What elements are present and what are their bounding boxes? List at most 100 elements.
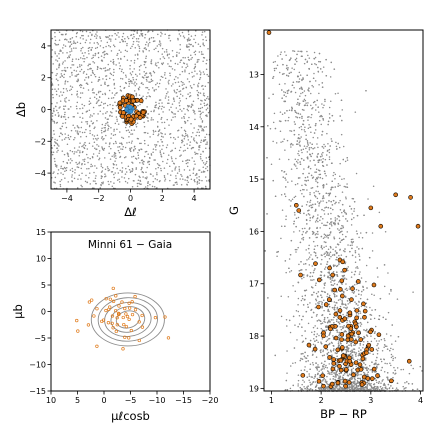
cmd-field-star (305, 147, 307, 150)
cmd-field-star (318, 192, 321, 195)
cmd-field-star (376, 267, 379, 269)
field-star (167, 81, 170, 83)
pm-member (117, 312, 121, 316)
cmd-field-star (289, 143, 292, 146)
cmd-field-star (295, 112, 298, 114)
field-star (88, 142, 91, 144)
cmd-field-star (357, 384, 360, 387)
cmd-field-star (339, 326, 341, 328)
field-star (76, 163, 79, 165)
cmd-field-star (341, 191, 344, 193)
cmd-field-star (357, 289, 360, 292)
field-star (86, 83, 89, 86)
cmd-field-star (300, 318, 303, 321)
field-star (87, 50, 90, 52)
field-star (139, 179, 141, 182)
field-star (153, 71, 156, 74)
cmd-field-star (314, 351, 316, 353)
field-star (148, 163, 151, 166)
field-star (56, 164, 58, 167)
field-star (152, 180, 155, 183)
cmd-field-star (320, 369, 322, 371)
cmd-field-star (314, 345, 317, 347)
field-star (58, 63, 61, 65)
field-star (155, 88, 157, 91)
field-star (207, 81, 209, 84)
field-star (104, 168, 107, 170)
field-star (170, 106, 172, 109)
cmd-field-star (389, 362, 391, 364)
field-star (81, 163, 83, 166)
field-star (192, 131, 194, 134)
cmd-field-star (341, 233, 344, 236)
field-star (64, 111, 66, 114)
cmd-field-star (313, 159, 315, 162)
cmd-field-star (340, 383, 343, 385)
cmd-field-star (317, 70, 319, 73)
cmd-field-star (324, 207, 326, 209)
field-star (158, 105, 161, 108)
field-star (165, 49, 168, 51)
cmd-field-star (307, 213, 310, 215)
field-star (116, 120, 118, 122)
field-star (79, 57, 82, 59)
field-star (76, 125, 79, 127)
cmd-field-star (318, 84, 320, 86)
field-star (180, 139, 183, 142)
field-star (135, 78, 138, 81)
field-star (136, 57, 139, 60)
cmd-field-star (338, 331, 340, 334)
field-star (186, 108, 189, 111)
cmd-field-star (283, 91, 285, 93)
field-star (125, 129, 128, 132)
cmd-field-star (306, 387, 309, 390)
cmd-field-star (374, 371, 376, 373)
field-star (200, 171, 203, 173)
cmd-field-star (320, 246, 323, 249)
field-star (121, 68, 123, 71)
cmd-field-star (390, 335, 392, 337)
cmd-field-star (333, 283, 336, 285)
field-star (175, 55, 178, 57)
cmd-field-star (286, 109, 288, 112)
field-star (138, 35, 141, 37)
field-star (156, 163, 159, 165)
cmd-field-star (288, 109, 291, 111)
field-star (78, 174, 80, 177)
cmd-field-star (314, 80, 317, 82)
field-star (110, 147, 112, 150)
cmd-field-star (311, 279, 313, 281)
field-star (67, 108, 70, 110)
cmd-field-star (301, 88, 303, 90)
field-star (205, 133, 208, 136)
field-star (167, 96, 170, 98)
field-star (139, 162, 141, 164)
field-star (101, 166, 104, 169)
cmd-field-star (294, 248, 297, 251)
field-star (52, 96, 54, 99)
cmd-field-star (272, 179, 274, 182)
field-star (175, 157, 177, 160)
cmd-field-star (333, 254, 336, 256)
field-star (181, 160, 184, 163)
field-star (200, 51, 203, 53)
field-star (109, 158, 112, 160)
cmd-field-star (308, 379, 310, 381)
cmd-field-star (333, 389, 335, 391)
cmd-field-star (333, 293, 336, 296)
cmd-field-star (358, 388, 361, 390)
field-star (87, 68, 89, 71)
cmd-field-star (308, 244, 310, 247)
cmd-field-star (324, 366, 327, 369)
field-star (54, 182, 56, 184)
cmd-field-star (310, 204, 312, 207)
cmd-field-star (317, 66, 319, 69)
field-star (73, 40, 75, 42)
field-star (144, 151, 147, 153)
field-star (152, 175, 154, 177)
cmd-field-star (319, 227, 321, 229)
field-star (67, 155, 70, 158)
field-star (161, 47, 164, 50)
field-star (125, 167, 127, 170)
